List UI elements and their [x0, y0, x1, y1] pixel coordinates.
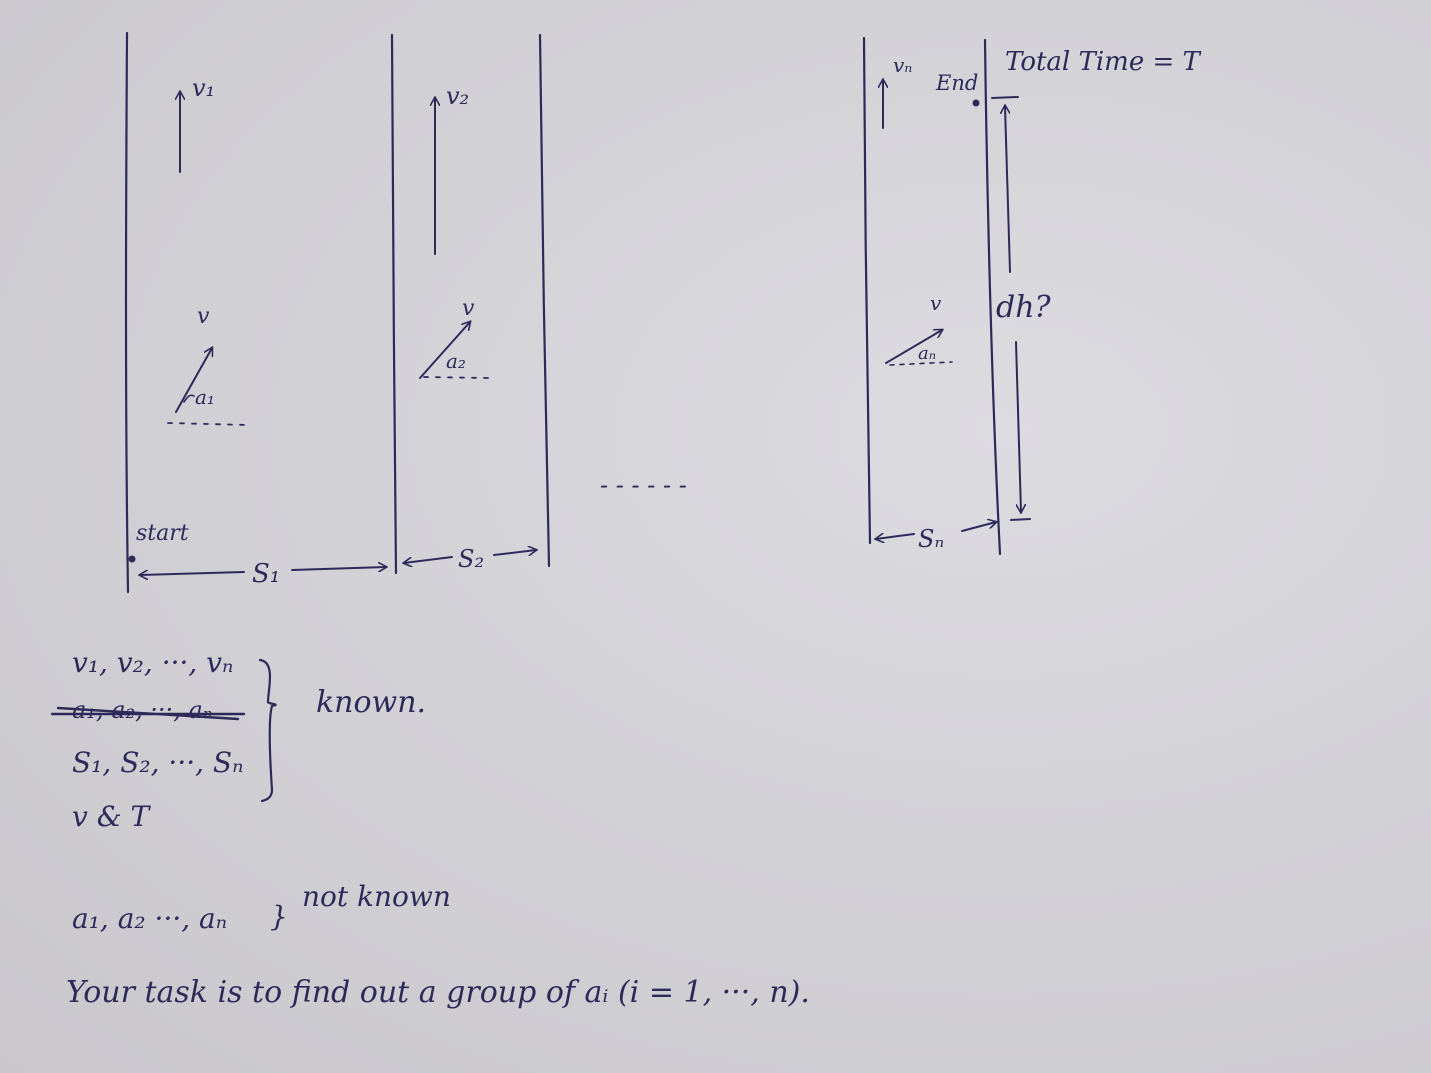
angled-velocity-arrow [419, 322, 470, 379]
s1-dimension: S₁ [140, 559, 386, 589]
wall-line [862, 36, 872, 545]
known-notes: v₁, v₂, ···, vₙ a₁, a₂, ···, aₙ S₁, S₂, … [50, 646, 426, 833]
angle-label: a₂ [446, 349, 466, 373]
angle-arc [183, 394, 195, 403]
known-label: known. [316, 685, 426, 720]
column-1: v₁ v a₁ start [124, 31, 249, 594]
known-line: v & T [72, 800, 152, 833]
bottom-tick [1010, 518, 1031, 521]
strikethrough [50, 706, 246, 721]
known-line: v₁, v₂, ···, vₙ [72, 646, 233, 679]
column-n: vₙ v aₙ End Total Time = T [862, 36, 1202, 556]
angle-label: a₁ [195, 385, 215, 409]
velocity-label: v₂ [446, 82, 469, 110]
start-label: start [136, 521, 189, 546]
ellipsis: - - - - - - [600, 471, 687, 499]
angled-velocity-arrow [885, 330, 942, 364]
speed-label: v [930, 291, 942, 315]
angled-velocity-arrow [175, 348, 212, 413]
column-2: v₂ v a₂ [390, 33, 551, 575]
unknown-notes: a₁, a₂ ···, aₙ } not known [72, 880, 451, 935]
distance-label: S₁ [252, 559, 280, 589]
distance-label: Sₙ [918, 525, 944, 553]
wall-line [538, 33, 551, 568]
height-dimension: dh? [991, 96, 1052, 521]
s2-dimension: S₂ [404, 545, 536, 573]
horizontal-reference [167, 422, 249, 426]
angle-label: aₙ [918, 343, 936, 364]
sn-dimension: Sₙ [876, 522, 996, 553]
small-brace: } [270, 900, 288, 933]
distance-label: S₂ [458, 545, 484, 573]
horizontal-reference [889, 361, 953, 366]
end-label: End [935, 71, 978, 95]
unknown-line: a₁, a₂ ···, aₙ [72, 902, 227, 935]
wall-line [983, 38, 1002, 556]
speed-label: v [462, 296, 475, 321]
velocity-label: vₙ [893, 53, 912, 77]
start-point [128, 555, 136, 563]
top-tick [991, 96, 1019, 99]
velocity-label: v₁ [192, 74, 215, 102]
speed-label: v [197, 304, 210, 329]
height-label: dh? [996, 290, 1052, 325]
unknown-label: not known [302, 880, 451, 913]
known-line: S₁, S₂, ···, Sₙ [72, 746, 243, 779]
horizontal-reference [423, 376, 491, 379]
task-statement: Your task is to find out a group of aᵢ (… [66, 975, 810, 1010]
curly-brace [258, 658, 277, 803]
total-time-label: Total Time = T [1005, 47, 1202, 77]
wall-line [124, 31, 130, 594]
end-point [972, 99, 980, 107]
wall-line [390, 33, 398, 575]
